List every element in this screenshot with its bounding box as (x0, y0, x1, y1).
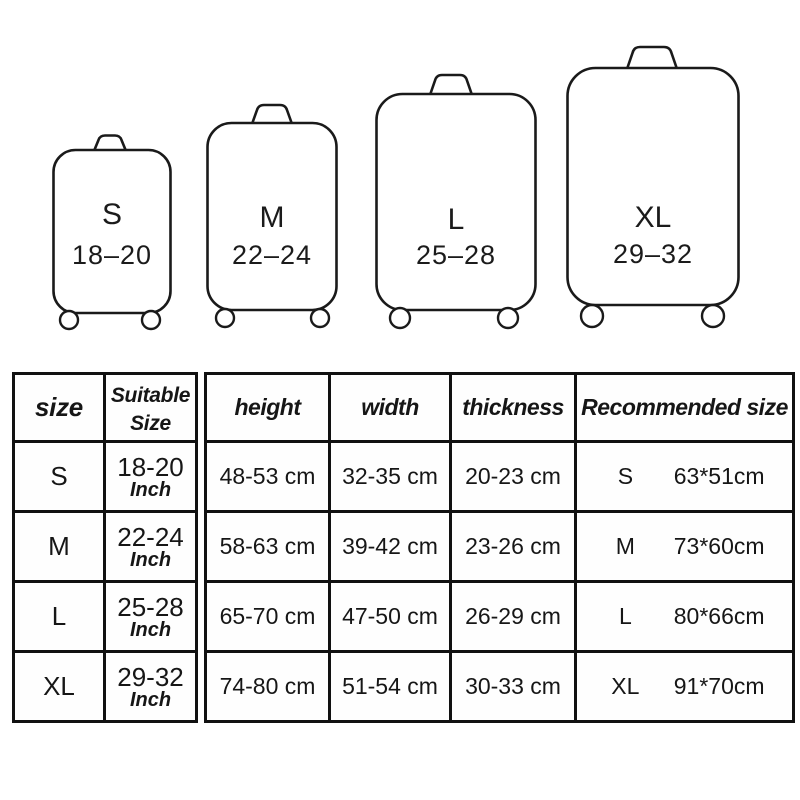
table-row: 48-53 cm 32-35 cm 20-23 cm S 63*51cm (204, 440, 795, 513)
rec-size-dim: 63*51cm (673, 463, 765, 489)
width-cell: 39-42 cm (328, 510, 452, 583)
suitable-size-header: Suitable Size (103, 372, 198, 443)
suitable-cell: 18-20 Inch (103, 440, 198, 513)
suitcase-handle (250, 103, 294, 125)
size-table: size Suitable Size S 18-20 Inch M 22-24 … (12, 372, 198, 723)
rec-size-dim: 91*70cm (673, 673, 765, 699)
thickness-cell: 26-29 cm (449, 580, 577, 653)
suitcase-m-range: 22–24 (231, 240, 313, 270)
suitcase-xl-range: 29–32 (612, 239, 694, 269)
recommended-size-header: Recommended size (574, 372, 795, 443)
suitcase-handle (428, 73, 474, 96)
suitcase-wheel (309, 307, 331, 329)
suitcase-wheel (579, 303, 605, 329)
range-value: 22-24 (117, 522, 184, 552)
range-value: 18-20 (117, 452, 184, 482)
thickness-cell: 20-23 cm (449, 440, 577, 513)
height-header: height (204, 372, 331, 443)
suitcase-m: M 22–24 (206, 103, 338, 334)
suitcase-xl: XL 29–32 (566, 45, 740, 333)
range-value: 29-32 (117, 662, 184, 692)
table-row: XL 29-32 Inch (12, 650, 198, 723)
size-table-header-row: size Suitable Size (12, 372, 198, 443)
inch-label: Inch (129, 549, 172, 571)
suitable-cell: 25-28 Inch (103, 580, 198, 653)
suitcase-body (375, 92, 537, 312)
width-cell: 51-54 cm (328, 650, 452, 723)
suitcase-l-label: L (447, 203, 465, 236)
suitcase-s: S 18–20 (52, 134, 172, 334)
rec-size-letter: XL (611, 673, 640, 699)
table-row: 65-70 cm 47-50 cm 26-29 cm L 80*66cm (204, 580, 795, 653)
inch-label: Inch (129, 689, 172, 711)
rec-size-dim: 73*60cm (673, 533, 765, 559)
thickness-cell: 30-33 cm (449, 650, 577, 723)
suitcase-xl-label: XL (634, 201, 672, 234)
size-header: size (12, 372, 106, 443)
suitcase-m-icon (206, 103, 338, 329)
suitcase-s-label: S (101, 198, 122, 231)
suitcase-xl-icon (566, 45, 740, 329)
suitcase-handle (92, 134, 128, 152)
suitcase-wheel (214, 307, 236, 329)
width-cell: 32-35 cm (328, 440, 452, 513)
suitcase-body (52, 148, 172, 315)
size-cell: M (12, 510, 106, 583)
table-row: S 18-20 Inch (12, 440, 198, 513)
recommended-cell: L 80*66cm (574, 580, 795, 653)
suitcase-body (566, 66, 740, 307)
suitcase-wheel (700, 303, 726, 329)
recommended-cell: XL 91*70cm (574, 650, 795, 723)
inch-label: Inch (129, 619, 172, 641)
suitcase-wheel (496, 306, 520, 330)
suitcase-l: L 25–28 (375, 73, 537, 331)
range-value: 25-28 (117, 592, 184, 622)
suitcase-l-icon (375, 73, 537, 330)
recommended-cell: S 63*51cm (574, 440, 795, 513)
suitcase-handle (625, 45, 679, 70)
suitcase-m-label: M (259, 201, 285, 234)
recommended-cell: M 73*60cm (574, 510, 795, 583)
inch-label: Inch (129, 479, 172, 501)
suitable-size-header-text: Suitable Size (110, 383, 191, 435)
rec-size-letter: S (617, 463, 634, 489)
dimension-table: height width thickness Recommended size … (204, 372, 795, 723)
suitcase-s-icon (52, 134, 172, 331)
rec-size-letter: M (615, 533, 635, 559)
height-cell: 48-53 cm (204, 440, 331, 513)
table-row: L 25-28 Inch (12, 580, 198, 653)
dimension-table-header-row: height width thickness Recommended size (204, 372, 795, 443)
rec-size-dim: 80*66cm (673, 603, 765, 629)
height-cell: 58-63 cm (204, 510, 331, 583)
size-cell: L (12, 580, 106, 653)
size-cell: XL (12, 650, 106, 723)
height-cell: 74-80 cm (204, 650, 331, 723)
suitcase-l-range: 25–28 (415, 240, 497, 270)
size-cell: S (12, 440, 106, 513)
table-row: 74-80 cm 51-54 cm 30-33 cm XL 91*70cm (204, 650, 795, 723)
width-cell: 47-50 cm (328, 580, 452, 653)
suitcase-s-range: 18–20 (71, 240, 153, 270)
suitcase-body (206, 121, 338, 312)
rec-size-letter: L (618, 603, 632, 629)
table-row: M 22-24 Inch (12, 510, 198, 583)
thickness-header: thickness (449, 372, 577, 443)
table-row: 58-63 cm 39-42 cm 23-26 cm M 73*60cm (204, 510, 795, 583)
suitcase-wheel (58, 309, 80, 331)
suitable-cell: 29-32 Inch (103, 650, 198, 723)
suitcase-wheel (388, 306, 412, 330)
suitable-cell: 22-24 Inch (103, 510, 198, 583)
suitcase-wheel (140, 309, 162, 331)
height-cell: 65-70 cm (204, 580, 331, 653)
thickness-cell: 23-26 cm (449, 510, 577, 583)
width-header: width (328, 372, 452, 443)
